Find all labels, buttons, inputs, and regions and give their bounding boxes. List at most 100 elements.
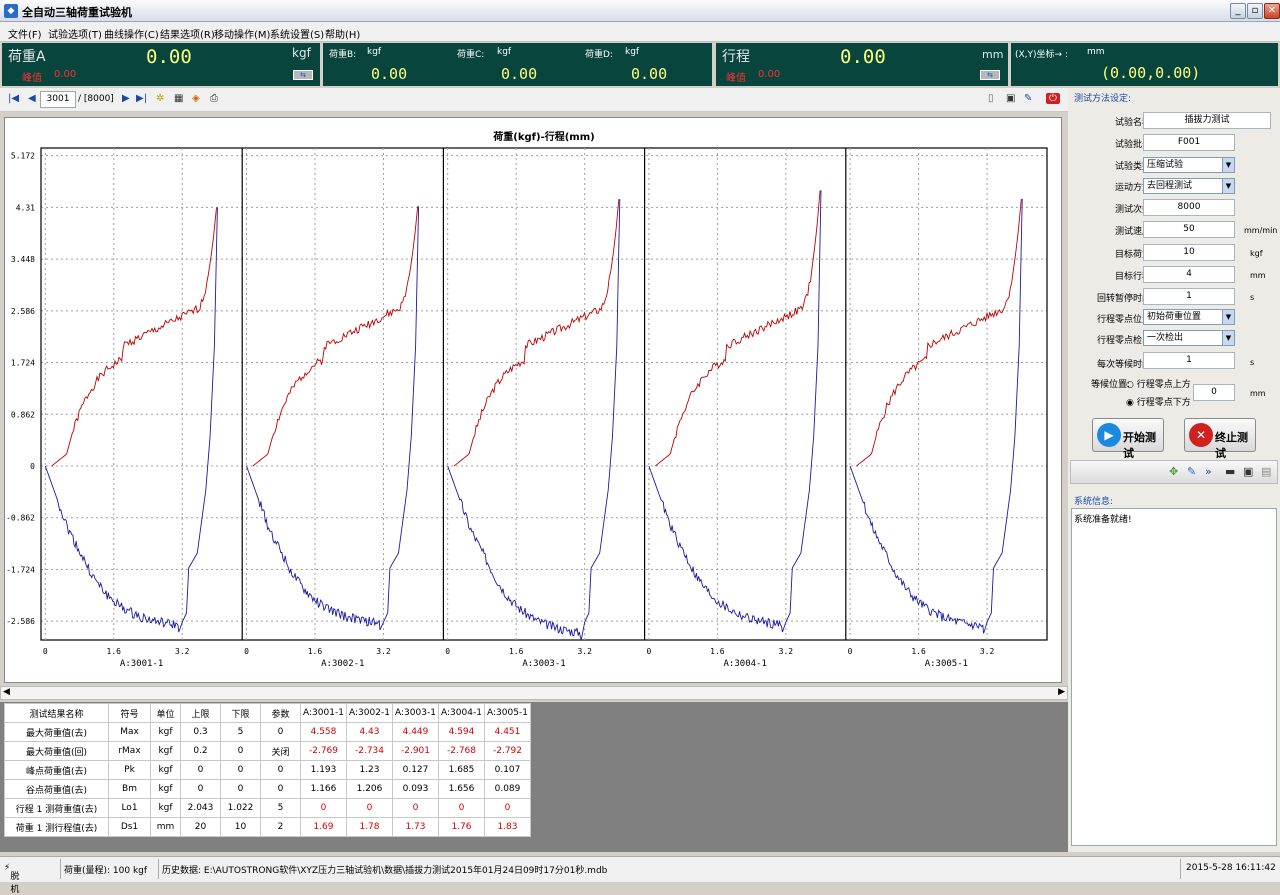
- zero-detect-select[interactable]: 一次检出 ▼: [1143, 330, 1235, 346]
- horizontal-scrollbar[interactable]: ◀ ▶: [0, 686, 1068, 700]
- stroke-zero-icon[interactable]: ⇆: [980, 70, 1000, 80]
- table-cell[interactable]: 1.166: [300, 779, 347, 799]
- column-header[interactable]: A:3003-1: [392, 703, 439, 723]
- table-cell[interactable]: kgf: [150, 722, 181, 742]
- table-cell[interactable]: 4.449: [392, 722, 439, 742]
- current-record-input[interactable]: 3001: [40, 91, 76, 108]
- pause-input[interactable]: 1: [1143, 288, 1235, 305]
- table-icon[interactable]: ▦: [174, 93, 184, 104]
- table-cell[interactable]: 4.558: [300, 722, 347, 742]
- wait-input[interactable]: 1: [1143, 352, 1235, 369]
- table-cell[interactable]: 20: [180, 817, 221, 837]
- table-cell[interactable]: Ds1: [108, 817, 151, 837]
- table-cell[interactable]: 5: [260, 798, 301, 818]
- table-cell[interactable]: 关闭: [260, 741, 301, 761]
- count-input[interactable]: 8000: [1143, 199, 1235, 216]
- menu-results[interactable]: 结果选项(R): [160, 30, 215, 41]
- table-row[interactable]: 最大荷重值(回) rMax kgf 0.2 0 关闭 -2.769 -2.734 -2.901-…: [4, 741, 531, 761]
- table-cell[interactable]: 行程 1 测荷重值(去): [4, 798, 109, 818]
- column-header[interactable]: A:3004-1: [438, 703, 485, 723]
- table-cell[interactable]: -2.768: [438, 741, 485, 761]
- menu-test-options[interactable]: 试验选项(T): [48, 30, 102, 41]
- table-cell[interactable]: Lo1: [108, 798, 151, 818]
- table-cell[interactable]: -2.734: [346, 741, 393, 761]
- table-cell[interactable]: Bm: [108, 779, 151, 799]
- table-cell[interactable]: 1.656: [438, 779, 485, 799]
- wait-pos-input[interactable]: 0: [1193, 384, 1235, 401]
- table-cell[interactable]: 0.093: [392, 779, 439, 799]
- table-cell[interactable]: kgf: [150, 779, 181, 799]
- next-record-icon[interactable]: ▶: [122, 93, 130, 104]
- table-cell[interactable]: 1.193: [300, 760, 347, 780]
- target-stroke-input[interactable]: 4: [1143, 266, 1235, 283]
- table-cell[interactable]: 0: [438, 798, 485, 818]
- restore-button[interactable]: ▫: [1247, 3, 1263, 19]
- table-row[interactable]: 最大荷重值(去) Max kgf 0.3 5 0 4.558 4.43 4.449 4.594 4.…: [4, 722, 531, 742]
- clipboard-icon[interactable]: ▤: [1261, 465, 1272, 478]
- table-cell[interactable]: 0: [260, 779, 301, 799]
- table-cell[interactable]: 1.23: [346, 760, 393, 780]
- table-cell[interactable]: 1.78: [346, 817, 393, 837]
- menu-move[interactable]: 移动操作(M): [214, 30, 271, 41]
- start-test-button[interactable]: ▶ 开始测试: [1092, 418, 1164, 460]
- stop-test-button[interactable]: ✕ 终止测试: [1184, 418, 1256, 460]
- color-icon[interactable]: ◈: [192, 93, 200, 104]
- column-header[interactable]: A:3001-1: [300, 703, 347, 723]
- table-cell[interactable]: kgf: [150, 760, 181, 780]
- new-icon[interactable]: ▯: [988, 93, 994, 104]
- zero-pos-select[interactable]: 初始荷重位置 ▼: [1143, 309, 1235, 325]
- table-cell[interactable]: 1.73: [392, 817, 439, 837]
- pin-icon[interactable]: ✎: [1187, 465, 1197, 478]
- radio-above[interactable]: ○ 行程零点上方: [1126, 380, 1191, 390]
- motion-select[interactable]: 去回程测试 ▼: [1143, 178, 1235, 194]
- close-button[interactable]: ✕: [1264, 3, 1280, 19]
- speed-input[interactable]: 50: [1143, 221, 1235, 238]
- move-icon[interactable]: ✥: [1169, 465, 1179, 478]
- table-cell[interactable]: Pk: [108, 760, 151, 780]
- table-cell[interactable]: 峰点荷重值(去): [4, 760, 109, 780]
- table-cell[interactable]: 最大荷重值(去): [4, 722, 109, 742]
- table-cell[interactable]: 1.69: [300, 817, 347, 837]
- scroll-left-icon[interactable]: ◀: [3, 687, 10, 697]
- forward-icon[interactable]: »: [1205, 465, 1212, 478]
- table-cell[interactable]: 0.3: [180, 722, 221, 742]
- scroll-right-icon[interactable]: ▶: [1058, 687, 1065, 697]
- export-icon[interactable]: ✎: [1024, 93, 1033, 104]
- test-name-input[interactable]: 插拔力测试: [1143, 112, 1271, 129]
- table-cell[interactable]: 4.594: [438, 722, 485, 742]
- table-cell[interactable]: 0: [346, 798, 393, 818]
- table-cell[interactable]: -2.901: [392, 741, 439, 761]
- column-header[interactable]: 参数: [260, 703, 301, 723]
- save-icon[interactable]: ▣: [1006, 93, 1016, 104]
- table-cell[interactable]: 2.043: [180, 798, 221, 818]
- table-cell[interactable]: 5: [220, 722, 261, 742]
- table-cell[interactable]: Max: [108, 722, 151, 742]
- table-cell[interactable]: 0: [392, 798, 439, 818]
- chevron-down-icon[interactable]: ▼: [1222, 331, 1234, 345]
- column-header[interactable]: A:3002-1: [346, 703, 393, 723]
- table-cell[interactable]: 0: [180, 779, 221, 799]
- table-cell[interactable]: 荷重 1 测行程值(去): [4, 817, 109, 837]
- table-cell[interactable]: 0.089: [484, 779, 531, 799]
- table-cell[interactable]: mm: [150, 817, 181, 837]
- menu-help[interactable]: 帮助(H): [325, 30, 361, 41]
- chevron-down-icon[interactable]: ▼: [1222, 179, 1234, 193]
- radio-below[interactable]: ◉ 行程零点下方: [1126, 398, 1191, 408]
- column-header[interactable]: 符号: [108, 703, 151, 723]
- table-row[interactable]: 谷点荷重值(去) Bm kgf 0 0 0 1.166 1.206 0.093 1.656 0.08…: [4, 779, 531, 799]
- minimize-button[interactable]: _: [1230, 3, 1246, 19]
- save-settings-icon[interactable]: ▣: [1243, 465, 1254, 478]
- table-cell[interactable]: 0: [260, 722, 301, 742]
- table-cell[interactable]: 0: [220, 760, 261, 780]
- table-cell[interactable]: 0: [180, 760, 221, 780]
- first-record-icon[interactable]: |◀: [8, 93, 20, 104]
- last-record-icon[interactable]: ▶|: [136, 93, 148, 104]
- table-row[interactable]: 峰点荷重值(去) Pk kgf 0 0 0 1.193 1.23 0.127 1.685 0.107: [4, 760, 531, 780]
- table-row[interactable]: 行程 1 测荷重值(去) Lo1 kgf 2.043 1.022 5 0 0 0 0 0: [4, 798, 531, 818]
- menu-curve[interactable]: 曲线操作(C): [104, 30, 159, 41]
- column-header[interactable]: 测试结果名称: [4, 703, 109, 723]
- column-header[interactable]: 上限: [180, 703, 221, 723]
- table-cell[interactable]: 0: [300, 798, 347, 818]
- table-cell[interactable]: 1.685: [438, 760, 485, 780]
- table-cell[interactable]: 0.127: [392, 760, 439, 780]
